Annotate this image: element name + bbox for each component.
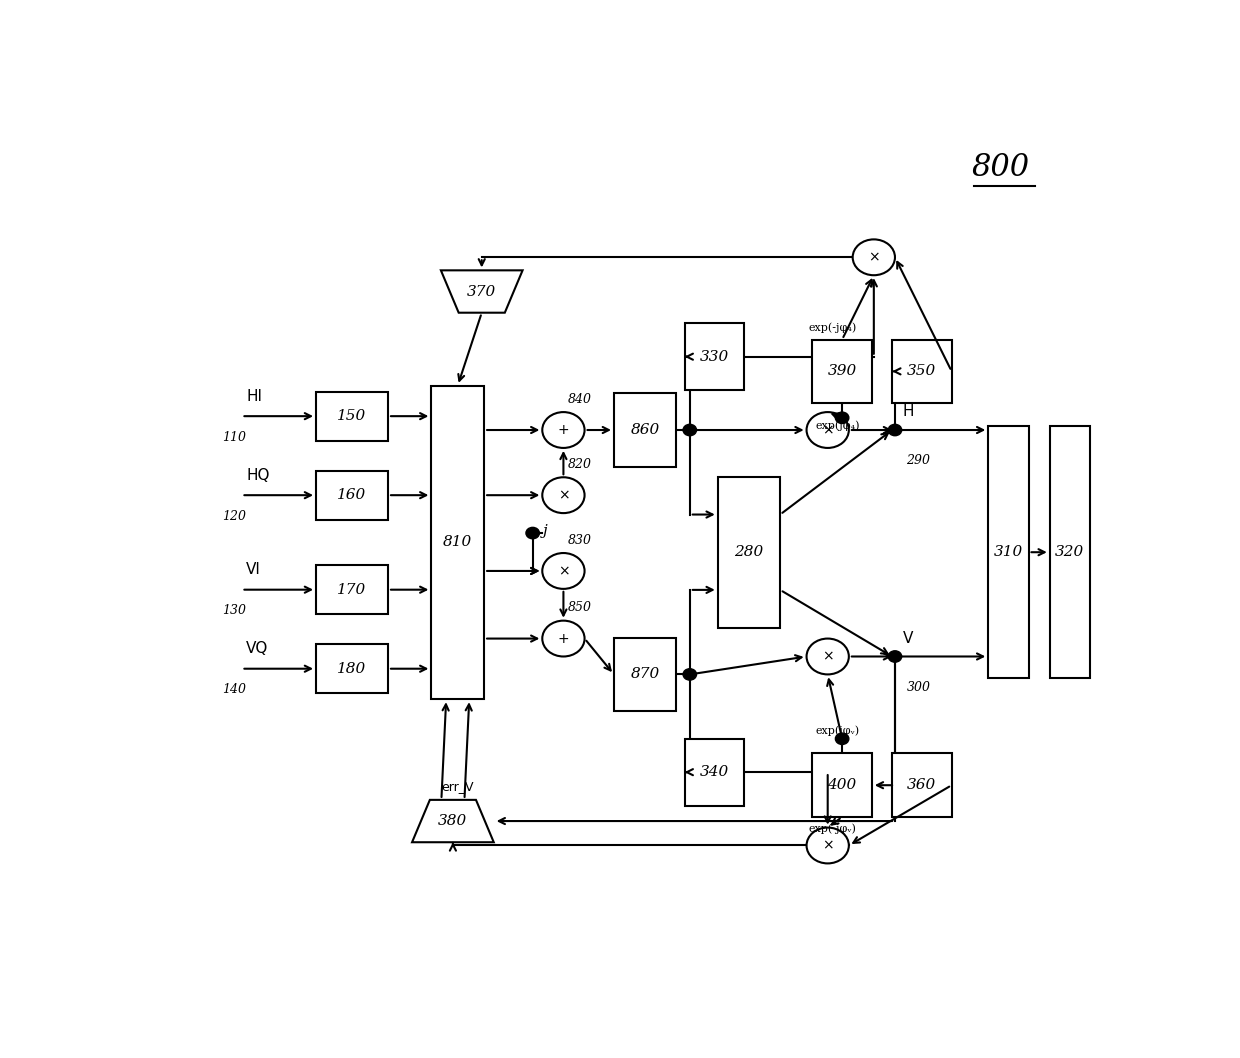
- Text: ×: ×: [558, 488, 569, 503]
- Bar: [812, 753, 872, 817]
- Text: 320: 320: [1055, 545, 1085, 560]
- Text: ×: ×: [822, 839, 833, 853]
- Circle shape: [836, 413, 849, 423]
- Circle shape: [542, 621, 584, 656]
- Text: 850: 850: [568, 601, 593, 614]
- Circle shape: [888, 651, 901, 662]
- Text: exp(jφᵥ): exp(jφᵥ): [815, 726, 859, 736]
- Circle shape: [806, 639, 849, 674]
- Text: HQ: HQ: [247, 468, 270, 482]
- Text: 340: 340: [699, 765, 729, 779]
- Text: 180: 180: [337, 661, 367, 676]
- Text: V: V: [903, 631, 913, 645]
- Circle shape: [683, 669, 697, 680]
- Text: 290: 290: [906, 455, 930, 468]
- Text: ×: ×: [868, 251, 879, 264]
- Text: 360: 360: [908, 779, 936, 792]
- Circle shape: [542, 413, 584, 448]
- Text: 860: 860: [630, 423, 660, 437]
- Text: 810: 810: [443, 535, 472, 549]
- Text: 870: 870: [630, 668, 660, 681]
- Text: 330: 330: [699, 350, 729, 364]
- Text: VI: VI: [247, 563, 262, 578]
- Text: ×: ×: [822, 650, 833, 663]
- Text: 370: 370: [467, 285, 496, 298]
- Text: 170: 170: [337, 583, 367, 597]
- Text: 160: 160: [337, 488, 367, 503]
- Polygon shape: [441, 271, 522, 313]
- Text: 350: 350: [908, 364, 936, 379]
- Bar: [432, 385, 484, 699]
- Text: exp(jφ₄): exp(jφ₄): [815, 420, 859, 431]
- Circle shape: [806, 413, 849, 448]
- Bar: [812, 340, 872, 403]
- Bar: [316, 565, 388, 614]
- Bar: [718, 477, 780, 627]
- Text: 840: 840: [568, 393, 593, 405]
- Bar: [1050, 426, 1090, 678]
- Circle shape: [526, 527, 539, 539]
- Circle shape: [806, 827, 849, 863]
- Text: H: H: [903, 404, 914, 419]
- Text: 280: 280: [734, 545, 764, 560]
- Text: +: +: [558, 423, 569, 437]
- Bar: [316, 391, 388, 440]
- Bar: [684, 324, 744, 390]
- Text: 300: 300: [906, 681, 930, 694]
- Text: 830: 830: [568, 533, 593, 547]
- Bar: [316, 471, 388, 519]
- Text: 140: 140: [222, 683, 247, 696]
- Text: +: +: [558, 632, 569, 645]
- Text: 130: 130: [222, 604, 247, 618]
- Bar: [614, 394, 676, 467]
- Text: 400: 400: [827, 779, 857, 792]
- Circle shape: [836, 733, 849, 745]
- Text: 820: 820: [568, 458, 593, 471]
- Text: j: j: [542, 525, 547, 539]
- Bar: [614, 638, 676, 711]
- Text: err_V: err_V: [441, 781, 474, 794]
- Text: 310: 310: [993, 545, 1023, 560]
- Bar: [892, 753, 951, 817]
- Circle shape: [683, 424, 697, 436]
- Bar: [316, 644, 388, 693]
- Circle shape: [542, 553, 584, 589]
- Bar: [684, 738, 744, 805]
- Bar: [892, 340, 951, 403]
- Text: 800: 800: [972, 152, 1029, 183]
- Text: exp(-jφᵥ): exp(-jφᵥ): [808, 823, 857, 834]
- Text: VQ: VQ: [247, 641, 269, 656]
- Text: exp(-jφ₄): exp(-jφ₄): [808, 323, 857, 333]
- Circle shape: [853, 239, 895, 275]
- Text: 390: 390: [827, 364, 857, 379]
- Text: 120: 120: [222, 510, 247, 523]
- Text: 150: 150: [337, 409, 367, 423]
- Text: ×: ×: [558, 564, 569, 578]
- Polygon shape: [412, 800, 494, 842]
- Circle shape: [542, 477, 584, 513]
- Text: ×: ×: [822, 423, 833, 437]
- Text: HI: HI: [247, 389, 263, 404]
- Circle shape: [888, 424, 901, 436]
- Bar: [988, 426, 1028, 678]
- Text: 110: 110: [222, 431, 247, 443]
- Text: 380: 380: [438, 814, 467, 828]
